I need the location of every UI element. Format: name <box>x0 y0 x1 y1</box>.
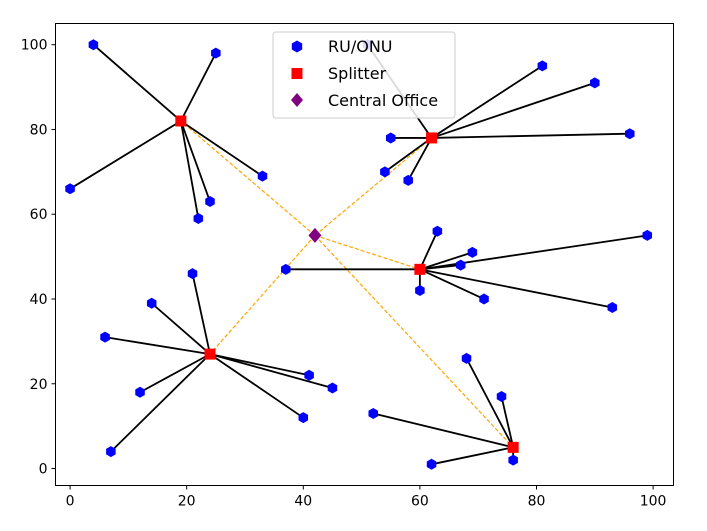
feeder-line <box>314 234 421 270</box>
x-tick-label: 0 <box>66 494 75 510</box>
legend-hexagon-icon <box>291 40 303 53</box>
x-tick-label: 20 <box>178 494 196 510</box>
drop-line <box>384 137 433 173</box>
y-tick-label: 100 <box>21 38 48 54</box>
ru-onu-marker <box>65 183 75 195</box>
ru-onu-marker <box>257 170 268 182</box>
splitter-marker <box>204 348 216 360</box>
plot-frame <box>55 23 674 486</box>
ru-onu-marker <box>508 454 518 466</box>
y-tick-label: 40 <box>30 292 48 308</box>
ru-onu-marker <box>193 212 204 224</box>
drop-line <box>419 251 473 271</box>
central-office-point <box>308 227 322 243</box>
drop-line <box>419 268 485 300</box>
drop-line <box>209 353 304 419</box>
ru-onu-marker <box>205 196 215 208</box>
feeder-line <box>314 235 514 448</box>
ru-onu-marker <box>426 458 437 470</box>
ru-onu-marker <box>432 225 443 237</box>
ru-onu-marker <box>187 268 198 280</box>
ru-onu-marker <box>625 128 635 140</box>
y-tick-label: 0 <box>39 462 48 478</box>
ru-onu-marker <box>88 39 99 51</box>
drop-line <box>92 44 182 122</box>
drop-line <box>431 132 630 139</box>
ru-onu-marker <box>455 259 466 271</box>
ru-onu-marker <box>590 77 600 89</box>
x-tick-label: 40 <box>294 494 312 510</box>
y-tick-label: 80 <box>30 122 48 138</box>
ru-onu-marker <box>380 166 390 178</box>
feeder-line <box>180 120 316 236</box>
ru-onu-marker <box>368 407 379 419</box>
legend-label-splitter: Splitter <box>328 64 387 83</box>
drop-line <box>407 137 433 181</box>
ru-onu-marker <box>106 446 116 458</box>
ru-onu-marker <box>135 386 145 398</box>
drop-line <box>209 353 310 377</box>
ru-onu-marker <box>211 47 221 59</box>
drop-line <box>431 65 543 139</box>
ru-onu-points <box>65 39 653 470</box>
feeder-line <box>209 235 316 355</box>
y-axis-ticks: 0 20 40 60 80 100 <box>21 38 56 478</box>
legend-square-icon <box>291 68 303 79</box>
drop-line <box>69 120 182 190</box>
splitter-marker <box>426 132 438 144</box>
ru-onu-marker <box>146 297 157 309</box>
legend-box <box>272 31 456 119</box>
central-office-marker <box>308 227 322 243</box>
y-tick-label: 60 <box>30 207 48 223</box>
drop-line <box>151 302 211 355</box>
ru-onu-marker <box>100 331 110 343</box>
x-tick-label: 60 <box>411 494 429 510</box>
x-tick-label: 80 <box>528 494 546 510</box>
ru-onu-marker <box>385 132 396 144</box>
drop-line <box>180 52 217 122</box>
drop-line <box>465 357 514 448</box>
drop-line <box>431 446 514 466</box>
drop-line <box>419 268 613 309</box>
ru-onu-marker <box>537 60 548 72</box>
ru-onu-marker <box>467 246 478 258</box>
drop-line <box>180 120 211 202</box>
ru-onu-marker <box>461 352 472 364</box>
legend-label-ru-onu: RU/ONU <box>328 37 393 56</box>
ru-onu-marker <box>479 293 489 305</box>
drop-line <box>373 412 514 449</box>
drop-line <box>191 273 211 355</box>
ru-onu-marker <box>403 174 413 186</box>
legend: RU/ONU Splitter Central Office <box>272 31 456 119</box>
ru-onu-marker <box>415 285 425 297</box>
ru-onu-marker <box>642 229 653 241</box>
splitter-marker <box>507 441 519 453</box>
ru-onu-marker <box>298 412 309 424</box>
drop-line <box>110 353 211 453</box>
drop-line <box>139 353 211 394</box>
x-axis-ticks: 0 20 40 60 80 100 <box>66 485 667 510</box>
x-tick-label: 100 <box>640 494 667 510</box>
drop-line <box>500 396 515 448</box>
ru-onu-marker <box>496 390 507 402</box>
y-tick-label: 20 <box>30 377 48 393</box>
legend-diamond-icon <box>291 93 303 107</box>
splitter-marker <box>414 263 426 275</box>
ru-onu-marker <box>304 369 314 381</box>
drop-line <box>431 81 596 139</box>
drop-line <box>180 120 263 177</box>
drop-line <box>419 230 439 270</box>
ru-onu-marker <box>281 263 291 275</box>
splitter-points <box>175 115 519 453</box>
drop-line <box>209 353 333 389</box>
feeder-lines <box>180 120 514 448</box>
ru-onu-marker <box>327 382 338 394</box>
drop-line <box>179 120 200 219</box>
splitter-marker <box>175 115 187 127</box>
feeder-line <box>314 137 432 236</box>
ru-onu-marker <box>607 301 618 313</box>
drop-line <box>104 336 211 355</box>
legend-label-central-office: Central Office <box>328 91 438 110</box>
